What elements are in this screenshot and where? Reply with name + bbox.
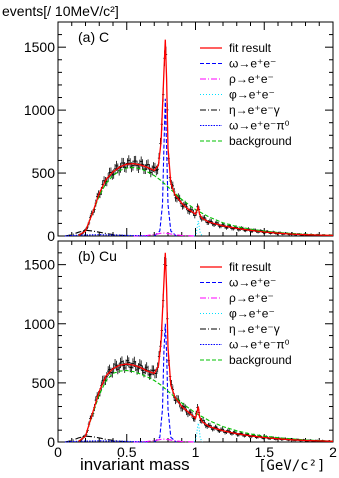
plot-frame bbox=[57, 21, 334, 237]
plot-frame bbox=[57, 240, 334, 443]
legend-label: background bbox=[229, 134, 292, 148]
x-tick-label: 0.5 bbox=[117, 444, 137, 460]
x-tick-label: 0 bbox=[54, 444, 62, 460]
series-line-1 bbox=[153, 98, 177, 237]
legend-label: φ→e⁺e⁻ bbox=[229, 88, 275, 102]
series-line-2 bbox=[133, 438, 196, 443]
y-tick-label: 1000 bbox=[24, 102, 55, 118]
y-axis-label: events[/ 10MeV/c²] bbox=[2, 3, 119, 19]
legend-label: ω→e⁺e⁻ bbox=[229, 276, 276, 290]
series-line-3 bbox=[193, 220, 203, 237]
legend: fit result ω→e⁺e⁻ρ→e⁺e⁻ φ→e⁺e⁻η→e⁺e⁻γ ω→e⁺e… bbox=[200, 41, 292, 148]
y-tick-label: 1500 bbox=[24, 257, 55, 273]
series-line-3 bbox=[193, 422, 203, 443]
legend-label: η→e⁺e⁻γ bbox=[229, 322, 280, 336]
panel-label: (b) Cu bbox=[78, 248, 117, 264]
y-tick-label: 1500 bbox=[24, 39, 55, 55]
panel-label: (a) C bbox=[78, 29, 109, 45]
legend-label: φ→e⁺e⁻ bbox=[229, 307, 275, 321]
panel-b: 0 500 1000 1500 0 0.5 1 1.5 2 (b) Cu fit result ω→e… bbox=[24, 240, 337, 460]
y-tick-label: 0 bbox=[47, 228, 55, 244]
x-tick-label: 2 bbox=[329, 444, 337, 460]
data-points bbox=[78, 46, 334, 237]
legend-label: η→e⁺e⁻γ bbox=[229, 103, 280, 117]
y-tick-label: 0 bbox=[47, 434, 55, 450]
y-tick-label: 500 bbox=[32, 375, 56, 391]
data-points bbox=[78, 256, 334, 443]
x-tick-label: 1 bbox=[192, 444, 200, 460]
series-line-6 bbox=[78, 369, 334, 442]
series-line-0 bbox=[78, 252, 334, 442]
y-tick-label: 1000 bbox=[24, 316, 55, 332]
y-tick-label: 500 bbox=[32, 165, 56, 181]
x-tick-label: 1.5 bbox=[255, 444, 275, 460]
legend-label: ω→e⁺e⁻π⁰ bbox=[229, 338, 290, 352]
legend: fit result ω→e⁺e⁻ρ→e⁺e⁻ φ→e⁺e⁻η→e⁺e⁻γ ω→e⁺e… bbox=[200, 260, 292, 367]
panel-a: 0 500 1000 1500 (a) C fit result ω→e⁺e⁻ρ→e⁺e⁻ φ… bbox=[24, 21, 334, 244]
x-axis-unit: [GeV/c²] bbox=[258, 458, 325, 474]
series-line-5 bbox=[64, 440, 148, 443]
series-line-5 bbox=[64, 234, 148, 237]
x-axis-label: invariant mass bbox=[80, 455, 190, 474]
series-line-2 bbox=[133, 232, 196, 237]
series-line-6 bbox=[78, 166, 334, 236]
legend-label: background bbox=[229, 353, 292, 367]
legend-label: fit result bbox=[229, 260, 272, 274]
legend-label: fit result bbox=[229, 41, 272, 55]
legend-label: ρ→e⁺e⁻ bbox=[229, 72, 274, 86]
legend-label: ω→e⁺e⁻π⁰ bbox=[229, 119, 290, 133]
legend-label: ρ→e⁺e⁻ bbox=[229, 291, 274, 305]
legend-label: ω→e⁺e⁻ bbox=[229, 57, 276, 71]
series-line-1 bbox=[153, 323, 177, 443]
series-line-0 bbox=[78, 39, 334, 237]
